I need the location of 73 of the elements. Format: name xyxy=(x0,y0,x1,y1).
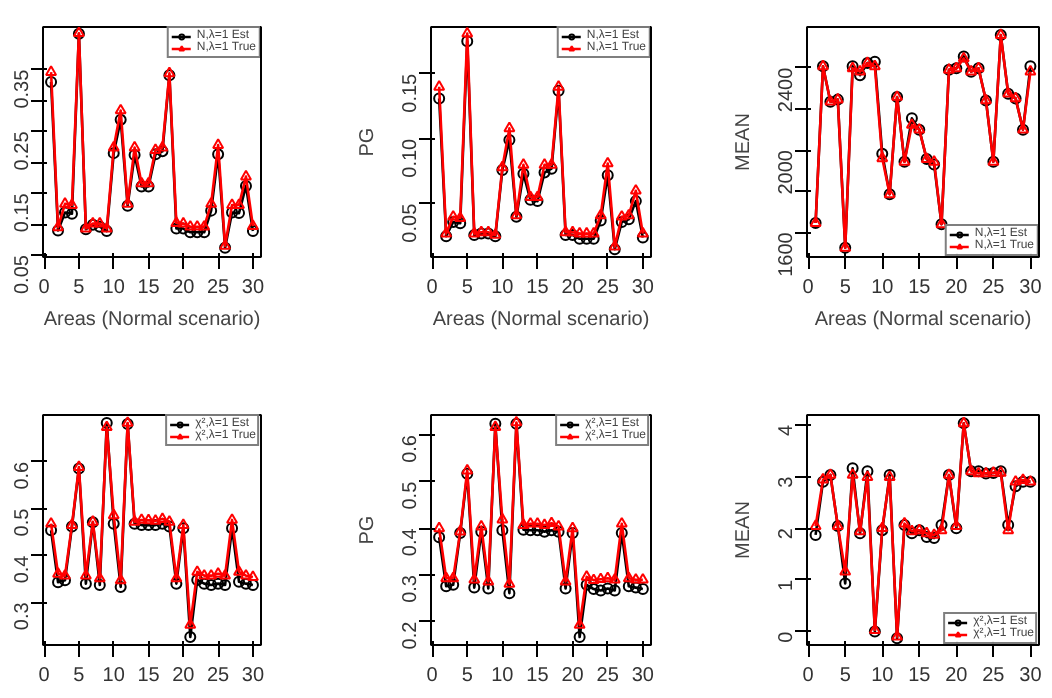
y-tick-label: 0.15 xyxy=(12,192,34,233)
x-tick-label: 10 xyxy=(491,665,515,687)
x-axis-title: Areas (Normal scenario) xyxy=(43,309,261,331)
x-axis-title: Areas (Normal scenario) xyxy=(814,309,1032,331)
x-tick-label: 0 xyxy=(38,665,51,687)
y-tick-label: 1600 xyxy=(776,231,798,277)
x-tick-label: 0 xyxy=(802,277,815,299)
y-tick-label: 0.3 xyxy=(400,574,422,603)
x-tick-label: 0 xyxy=(802,665,815,687)
y-tick-label: 0.10 xyxy=(400,137,422,178)
x-axis-title: Areas (Normal scenario) xyxy=(432,309,650,331)
y-tick-label: 0.3 xyxy=(12,601,34,631)
x-tick-label: 30 xyxy=(241,277,265,299)
y-tick-label: 0.6 xyxy=(12,460,34,490)
y-axis-title: PG xyxy=(357,127,379,157)
y-tick-label: 4 xyxy=(776,423,798,436)
x-tick-label: 15 xyxy=(137,277,161,299)
y-tick-label: 0.15 xyxy=(400,72,422,113)
x-tick-label: 5 xyxy=(839,277,852,299)
x-tick-label: 10 xyxy=(871,665,895,687)
x-tick-label: 20 xyxy=(172,277,196,299)
x-tick-label: 15 xyxy=(908,665,932,687)
y-tick-label: 0 xyxy=(776,630,798,643)
x-tick-label: 5 xyxy=(461,665,474,687)
y-tick-label: 1 xyxy=(776,579,798,591)
x-tick-label: 15 xyxy=(908,277,932,299)
x-tick-label: 10 xyxy=(491,277,515,299)
x-tick-label: 30 xyxy=(1019,665,1043,687)
y-tick-label: 0.4 xyxy=(400,527,422,557)
x-tick-label: 0 xyxy=(38,277,51,299)
x-tick-label: 5 xyxy=(839,665,852,687)
y-tick-label: 2 xyxy=(776,527,798,540)
x-tick-label: 10 xyxy=(102,665,126,687)
y-tick-label: 2000 xyxy=(776,149,798,195)
x-tick-label: 25 xyxy=(596,665,620,687)
y-tick-label: 0.4 xyxy=(12,554,34,584)
x-tick-label: 15 xyxy=(137,665,161,687)
y-tick-label: 0.5 xyxy=(400,480,422,510)
x-tick-label: 5 xyxy=(461,277,474,299)
y-tick-label: 0.6 xyxy=(400,434,422,463)
x-tick-label: 25 xyxy=(207,665,231,687)
x-tick-label: 20 xyxy=(945,665,969,687)
y-tick-label: 2400 xyxy=(776,66,798,113)
x-tick-label: 0 xyxy=(426,277,439,299)
x-tick-label: 30 xyxy=(241,665,265,687)
x-tick-label: 20 xyxy=(561,665,585,687)
x-tick-label: 25 xyxy=(596,277,620,299)
x-tick-label: 25 xyxy=(982,277,1006,299)
y-tick-label: 0.25 xyxy=(12,130,34,171)
x-tick-label: 5 xyxy=(73,665,86,687)
x-tick-label: 30 xyxy=(631,665,655,687)
x-tick-label: 10 xyxy=(102,277,126,299)
y-axis-title: PG xyxy=(357,515,379,545)
x-tick-label: 10 xyxy=(871,277,895,299)
y-tick-label: 0.2 xyxy=(400,620,422,650)
y-tick-label: 0.05 xyxy=(12,254,34,295)
x-tick-label: 20 xyxy=(561,277,585,299)
x-tick-label: 30 xyxy=(1019,277,1043,299)
y-tick-label: 0.35 xyxy=(12,68,34,109)
y-axis-title: MEAN xyxy=(733,113,755,171)
x-tick-label: 5 xyxy=(73,277,86,299)
x-tick-label: 20 xyxy=(945,277,969,299)
x-tick-label: 20 xyxy=(172,665,196,687)
y-axis-title: MEAN xyxy=(733,501,755,559)
y-tick-label: 3 xyxy=(776,475,798,488)
y-tick-label: 0.5 xyxy=(12,507,34,537)
x-tick-label: 25 xyxy=(982,665,1006,687)
y-tick-label: 0.05 xyxy=(400,202,422,243)
x-tick-label: 25 xyxy=(207,277,231,299)
x-tick-label: 30 xyxy=(631,277,655,299)
x-tick-label: 0 xyxy=(426,665,439,687)
x-tick-label: 15 xyxy=(526,277,550,299)
x-tick-label: 15 xyxy=(526,665,550,687)
